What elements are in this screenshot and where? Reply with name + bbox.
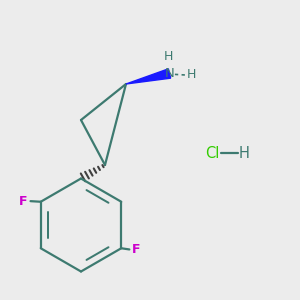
Text: H: H	[187, 68, 196, 82]
Text: F: F	[131, 243, 140, 256]
Text: F: F	[19, 195, 27, 208]
Text: H: H	[238, 146, 249, 160]
Text: H: H	[163, 50, 173, 64]
Text: Cl: Cl	[205, 146, 219, 160]
Text: N: N	[165, 67, 174, 80]
Polygon shape	[126, 69, 171, 84]
